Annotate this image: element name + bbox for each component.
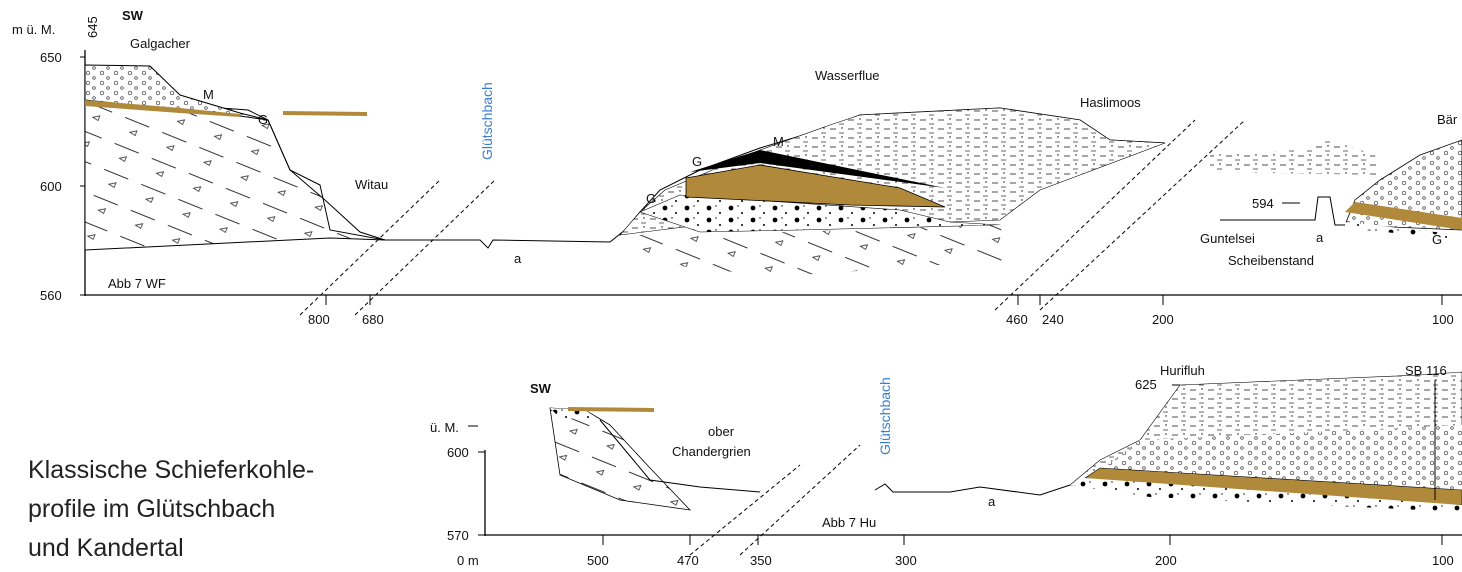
layer-label: M [203, 87, 214, 102]
figure-ref: Abb 7 Hu [822, 515, 876, 530]
point-label: 594 [1252, 196, 1274, 211]
elevation-label: 645 [85, 16, 100, 38]
x-tick-label: 100 [1432, 312, 1454, 327]
caption: Klassische Schieferkohle- [28, 456, 314, 484]
place: ober [708, 424, 735, 439]
river-label: Glütschbach [479, 82, 495, 160]
place: Hurifluh [1160, 363, 1205, 378]
y-tick-label: 650 [40, 50, 62, 65]
x-tick-label: 470 [677, 553, 699, 568]
layer-label: G [1432, 232, 1442, 247]
caption: profile im Glütschbach [28, 495, 275, 523]
layer-label: M [773, 134, 784, 149]
x-tick-label: 240 [1042, 312, 1064, 327]
y-tick-label: 560 [40, 288, 62, 303]
place: Galgacher [130, 36, 191, 51]
place: Chandergrien [672, 444, 751, 459]
place: Haslimoos [1080, 95, 1141, 110]
y-tick-label: 600 [447, 445, 469, 460]
figure-ref: Abb 7 WF [108, 276, 166, 291]
layer-label: a [1316, 230, 1324, 245]
place: SB 116 [1405, 363, 1447, 378]
y-tick-label: 570 [447, 528, 469, 543]
unit: ü. M. [430, 420, 459, 435]
place: Bär [1437, 112, 1458, 127]
top-terrain [85, 65, 1462, 275]
x-tick-label: 300 [895, 553, 917, 568]
direction: SW [530, 381, 552, 396]
x-tick-label: 200 [1152, 312, 1174, 327]
x-tick-label: 460 [1006, 312, 1028, 327]
layer-label: a [988, 494, 996, 509]
river-label: Glütschbach [877, 377, 893, 455]
elevation-label: 625 [1135, 377, 1157, 392]
diagram: m ü. M. 645 SW Galgacher 650 600 560 M G… [0, 0, 1462, 572]
x-tick-label: 680 [362, 312, 384, 327]
y-tick-label: 600 [40, 179, 62, 194]
x-tick-label: 800 [308, 312, 330, 327]
place: Wasserflue [815, 68, 880, 83]
place: Witau [355, 177, 388, 192]
x-tick-label: 100 [1432, 553, 1454, 568]
x-tick-label: 500 [587, 553, 609, 568]
layer-label: a [514, 251, 522, 266]
bottom-terrain [550, 372, 1462, 512]
direction: SW [122, 8, 144, 23]
unit: m ü. M. [12, 22, 55, 37]
x-tick-label: 0 m [457, 553, 479, 568]
place: Scheibenstand [1228, 253, 1314, 268]
x-tick-label: 350 [750, 553, 772, 568]
x-tick-label: 200 [1155, 553, 1177, 568]
place: Guntelsei [1200, 231, 1255, 246]
layer-label: G [258, 112, 268, 127]
caption: und Kandertal [28, 534, 184, 562]
layer-label: G [692, 154, 702, 169]
layer-label: G [646, 191, 656, 206]
